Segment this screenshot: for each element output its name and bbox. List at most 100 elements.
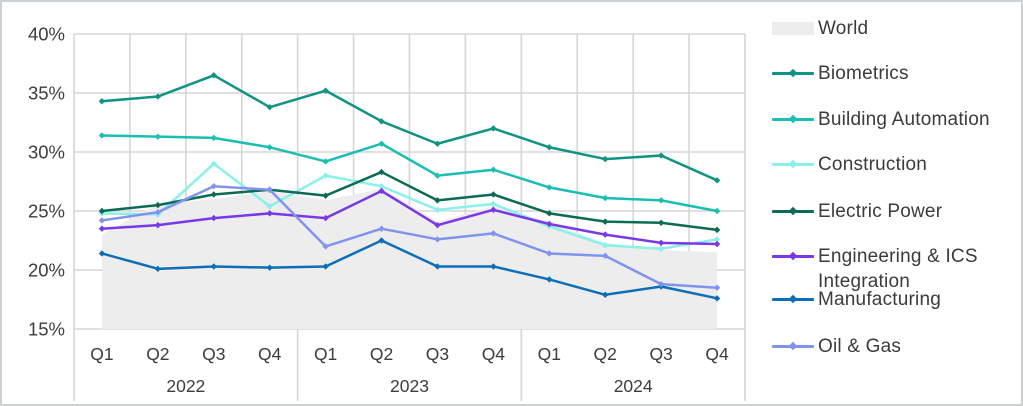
- legend-item-manufacturing[interactable]: Manufacturing: [772, 287, 941, 312]
- data-point-marker: [210, 72, 217, 79]
- legend-item-engineering-ics-integration[interactable]: Engineering & ICS Integration: [772, 244, 1016, 294]
- data-point-marker: [713, 207, 721, 215]
- quarter-label: Q4: [258, 344, 282, 364]
- data-point-marker: [602, 218, 609, 225]
- data-point-marker: [490, 166, 497, 173]
- data-point-marker: [490, 191, 497, 198]
- quarter-label: Q1: [314, 344, 337, 364]
- data-point-marker: [602, 252, 609, 260]
- data-point-marker: [266, 210, 273, 217]
- data-point-marker: [657, 280, 665, 288]
- data-point-marker: [490, 206, 497, 214]
- data-point-marker: [434, 197, 441, 204]
- legend-swatch-oil-gas: [772, 334, 814, 359]
- y-axis-label: 25%: [28, 201, 65, 222]
- quarter-label: Q3: [649, 344, 672, 364]
- data-point-marker: [154, 201, 162, 209]
- data-point-marker: [490, 263, 497, 270]
- legend-marker-dot: [788, 251, 798, 261]
- data-point-marker: [98, 250, 106, 257]
- legend-area-swatch: [772, 22, 814, 35]
- quarter-label: Q4: [705, 344, 729, 364]
- legend-item-biometrics[interactable]: Biometrics: [772, 61, 909, 86]
- data-point-marker: [322, 243, 329, 250]
- data-point-marker: [98, 207, 106, 215]
- y-axis-label: 20%: [28, 260, 65, 281]
- chart-legend: World Biometrics Building Automation Con…: [772, 2, 1020, 404]
- year-label: 2024: [614, 376, 653, 396]
- data-point-marker: [322, 192, 329, 199]
- data-point-marker: [713, 284, 721, 291]
- legend-marker-dot: [788, 159, 798, 169]
- data-point-marker: [546, 276, 553, 283]
- data-point-marker: [434, 140, 441, 147]
- data-point-marker: [322, 87, 329, 94]
- quarter-label: Q2: [370, 344, 393, 364]
- line-series: [98, 132, 721, 215]
- data-point-marker: [713, 236, 721, 243]
- data-point-marker: [378, 225, 385, 232]
- legend-label: Biometrics: [818, 63, 909, 84]
- y-axis-label: 30%: [28, 142, 65, 163]
- data-point-marker: [602, 194, 609, 202]
- data-point-marker: [602, 155, 609, 163]
- quarter-label: Q1: [90, 344, 113, 364]
- y-axis-labels: 40% 35% 30% 25% 20% 15%: [28, 24, 65, 340]
- legend-marker-dot: [788, 114, 798, 124]
- data-point-marker: [98, 132, 106, 139]
- legend-item-construction[interactable]: Construction: [772, 152, 927, 177]
- data-point-marker: [490, 125, 497, 132]
- legend-marker-dot: [788, 294, 798, 304]
- data-point-marker: [154, 93, 162, 100]
- legend-label: Engineering & ICS Integration: [818, 246, 978, 292]
- data-point-marker: [546, 220, 553, 228]
- legend-item-world[interactable]: World: [772, 16, 868, 41]
- legend-swatch-electric-power: [772, 199, 814, 224]
- legend-label: Electric Power: [818, 201, 943, 222]
- quarter-label: Q3: [426, 344, 449, 364]
- legend-marker-dot: [788, 206, 798, 216]
- data-point-marker: [546, 250, 553, 257]
- legend-label: Manufacturing: [818, 289, 942, 310]
- data-point-marker: [434, 221, 441, 229]
- legend-item-oil-gas[interactable]: Oil & Gas: [772, 334, 901, 359]
- data-point-marker: [98, 217, 106, 224]
- year-label: 2022: [166, 376, 205, 396]
- quarter-label: Q4: [482, 344, 506, 364]
- data-point-marker: [266, 186, 273, 193]
- data-point-marker: [490, 200, 497, 208]
- data-point-marker: [657, 152, 665, 159]
- data-point-marker: [154, 208, 162, 216]
- data-point-marker: [378, 168, 385, 176]
- data-point-marker: [434, 172, 441, 179]
- data-point-marker: [657, 239, 665, 247]
- legend-label: Oil & Gas: [818, 336, 902, 357]
- data-point-marker: [657, 219, 665, 226]
- data-point-marker: [490, 230, 497, 237]
- legend-swatch-manufacturing: [772, 287, 814, 312]
- data-point-marker: [546, 144, 553, 151]
- legend-swatch-world: [772, 16, 814, 41]
- legend-item-building-automation[interactable]: Building Automation: [772, 107, 990, 132]
- legend-item-electric-power[interactable]: Electric Power: [772, 199, 942, 224]
- data-point-marker: [154, 221, 162, 229]
- data-point-marker: [322, 172, 329, 179]
- data-point-marker: [98, 98, 106, 105]
- legend-label: Construction: [818, 154, 928, 175]
- legend-marker-dot: [788, 68, 798, 78]
- line-series: [98, 187, 721, 248]
- data-point-marker: [210, 160, 217, 167]
- plot-svg: 40% 35% 30% 25% 20% 15% Q1 Q2 Q3 Q4 Q1 Q2 Q3 Q4 Q1 Q2 Q3…: [28, 24, 746, 401]
- data-point-marker: [602, 231, 609, 238]
- data-point-marker: [210, 134, 217, 142]
- data-point-marker: [602, 242, 609, 249]
- data-point-marker: [210, 183, 217, 190]
- data-point-marker: [266, 103, 273, 111]
- data-point-marker: [434, 263, 441, 270]
- legend-label: Building Automation: [818, 109, 990, 130]
- legend-label: World: [818, 18, 869, 39]
- data-point-marker: [378, 140, 385, 147]
- quarter-label: Q1: [538, 344, 561, 364]
- data-point-marker: [210, 191, 217, 198]
- data-point-marker: [210, 263, 217, 270]
